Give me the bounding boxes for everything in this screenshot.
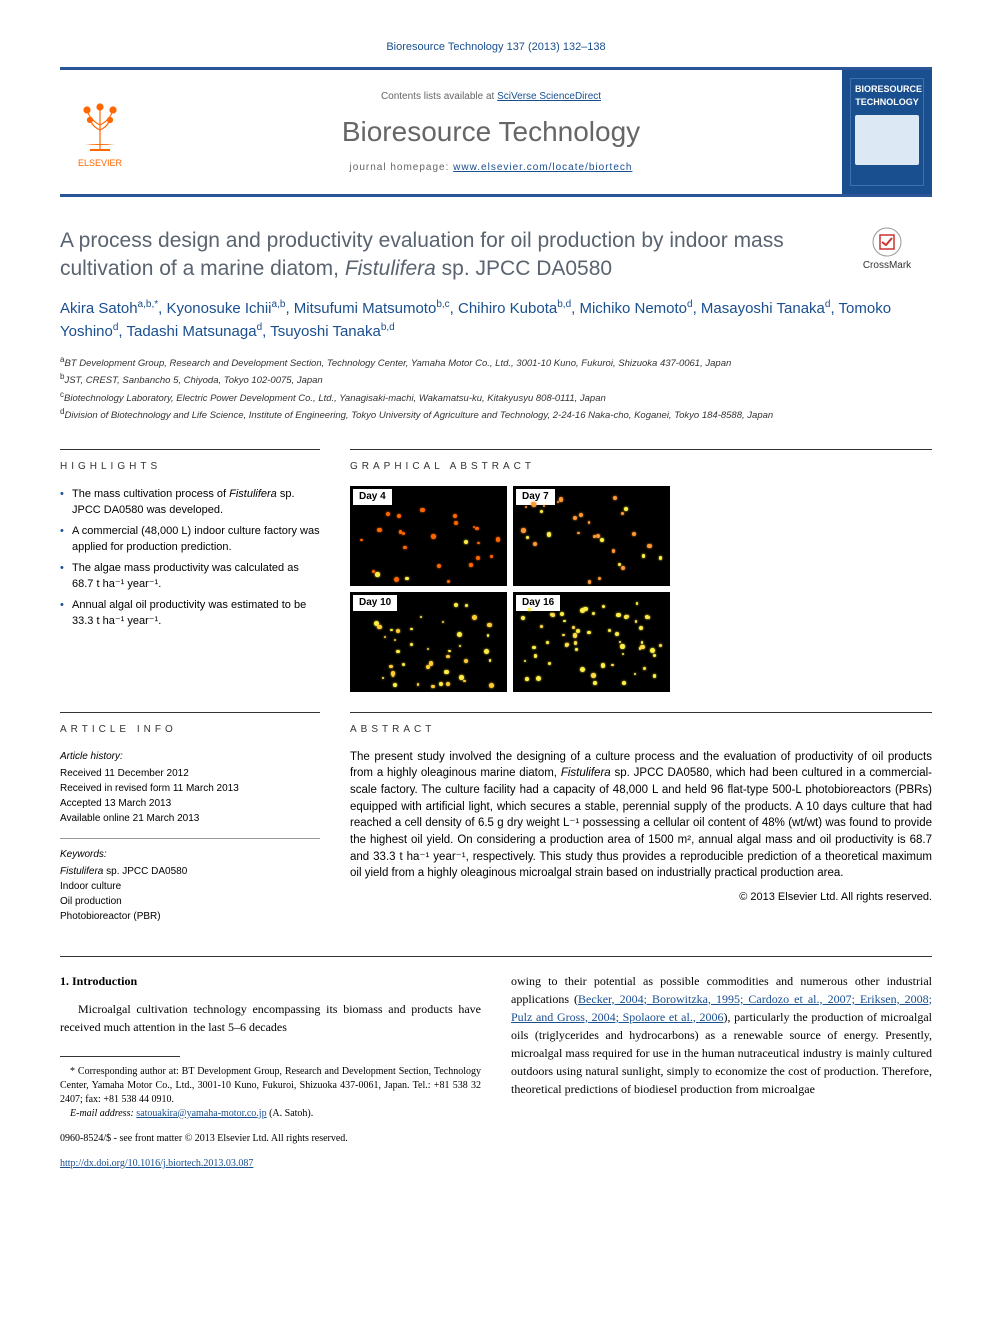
journal-cover-thumbnail[interactable]: BIORESOURCE TECHNOLOGY (842, 70, 932, 194)
crossmark-icon (872, 227, 902, 257)
keywords-label: Keywords: (60, 847, 320, 862)
graphical-abstract-grid: Day 4 Day 7 Day 10 Day 16 (350, 486, 670, 692)
body-col-right: owing to their potential as possible com… (511, 972, 932, 1171)
email-footnote: E-mail address: satouakira@yamaha-motor.… (60, 1107, 481, 1121)
ga-cell-label: Day 4 (353, 489, 392, 505)
author-email-link[interactable]: satouakira@yamaha-motor.co.jp (136, 1108, 266, 1119)
contents-available-line: Contents lists available at SciVerse Sci… (381, 90, 601, 104)
keywords-lines: Fistulifera sp. JPCC DA0580Indoor cultur… (60, 864, 320, 924)
contents-prefix: Contents lists available at (381, 91, 494, 102)
highlight-item: Annual algal oil productivity was estima… (60, 597, 320, 630)
affiliations-list: aBT Development Group, Research and Deve… (60, 354, 932, 424)
front-matter-line: 0960-8524/$ - see front matter © 2013 El… (60, 1131, 481, 1146)
crossmark-label: CrossMark (842, 259, 932, 273)
highlight-item: The mass cultivation process of Fistulif… (60, 486, 320, 519)
title-section: A process design and productivity evalua… (60, 227, 932, 282)
abstract-column: ABSTRACT The present study involved the … (350, 712, 932, 936)
highlights-graphical-row: HIGHLIGHTS The mass cultivation process … (60, 449, 932, 692)
elsevier-tree-icon (75, 95, 125, 155)
cover-image-area (855, 115, 919, 165)
body-col-left: 1. Introduction Microalgal cultivation t… (60, 972, 481, 1171)
citation-line: Bioresource Technology 137 (2013) 132–13… (60, 40, 932, 55)
intro-heading: 1. Introduction (60, 972, 481, 990)
info-divider (60, 838, 320, 839)
intro-text-col2: owing to their potential as possible com… (511, 972, 932, 1098)
body-columns: 1. Introduction Microalgal cultivation t… (60, 956, 932, 1171)
article-info-column: ARTICLE INFO Article history: Received 1… (60, 712, 320, 936)
journal-name: Bioresource Technology (342, 112, 640, 151)
graphical-abstract-cell: Day 7 (513, 486, 670, 586)
info-abstract-row: ARTICLE INFO Article history: Received 1… (60, 712, 932, 936)
publisher-name: ELSEVIER (78, 157, 122, 170)
article-title: A process design and productivity evalua… (60, 227, 822, 282)
graphical-abstract-cell: Day 4 (350, 486, 507, 586)
graphical-abstract-cell: Day 10 (350, 592, 507, 692)
keywords-block: Keywords: Fistulifera sp. JPCC DA0580Ind… (60, 847, 320, 924)
graphical-abstract-heading: GRAPHICAL ABSTRACT (350, 449, 932, 474)
copyright-line: © 2013 Elsevier Ltd. All rights reserved… (350, 890, 932, 905)
article-history-label: Article history: (60, 749, 320, 764)
graphical-abstract-column: GRAPHICAL ABSTRACT Day 4 Day 7 Day 10 Day 1… (350, 449, 932, 692)
graphical-abstract-cell: Day 16 (513, 592, 670, 692)
homepage-line: journal homepage: www.elsevier.com/locat… (350, 161, 633, 175)
highlights-column: HIGHLIGHTS The mass cultivation process … (60, 449, 320, 692)
article-info-heading: ARTICLE INFO (60, 712, 320, 737)
crossmark-badge[interactable]: CrossMark (842, 227, 932, 273)
highlights-heading: HIGHLIGHTS (60, 449, 320, 474)
highlight-item: A commercial (48,000 L) indoor culture f… (60, 523, 320, 556)
footnote-separator (60, 1056, 180, 1057)
sciencedirect-link[interactable]: SciVerse ScienceDirect (497, 91, 601, 102)
cover-title: BIORESOURCE TECHNOLOGY (855, 83, 919, 108)
header-center: Contents lists available at SciVerse Sci… (140, 70, 842, 194)
publisher-logo[interactable]: ELSEVIER (60, 70, 140, 194)
doi-link[interactable]: http://dx.doi.org/10.1016/j.biortech.201… (60, 1158, 253, 1169)
highlight-item: The algae mass productivity was calculat… (60, 560, 320, 593)
homepage-prefix: journal homepage: (350, 162, 450, 173)
authors-list: Akira Satoha,b,*, Kyonosuke Ichiia,b, Mi… (60, 297, 932, 344)
page-container: Bioresource Technology 137 (2013) 132–13… (0, 0, 992, 1211)
article-info-content: Article history: Received 11 December 20… (60, 749, 320, 924)
intro-text-col1: Microalgal cultivation technology encomp… (60, 1000, 481, 1036)
doi-line: http://dx.doi.org/10.1016/j.biortech.201… (60, 1156, 481, 1171)
article-history-block: Article history: Received 11 December 20… (60, 749, 320, 826)
abstract-text: The present study involved the designing… (350, 749, 932, 882)
journal-header: ELSEVIER Contents lists available at Sci… (60, 67, 932, 197)
ga-cell-label: Day 16 (516, 595, 560, 611)
abstract-heading: ABSTRACT (350, 712, 932, 737)
journal-homepage-link[interactable]: www.elsevier.com/locate/biortech (453, 162, 632, 173)
highlights-list: The mass cultivation process of Fistulif… (60, 486, 320, 630)
ga-cell-label: Day 10 (353, 595, 397, 611)
article-history-lines: Received 11 December 2012Received in rev… (60, 766, 320, 826)
corresponding-author-footnote: * Corresponding author at: BT Developmen… (60, 1065, 481, 1107)
